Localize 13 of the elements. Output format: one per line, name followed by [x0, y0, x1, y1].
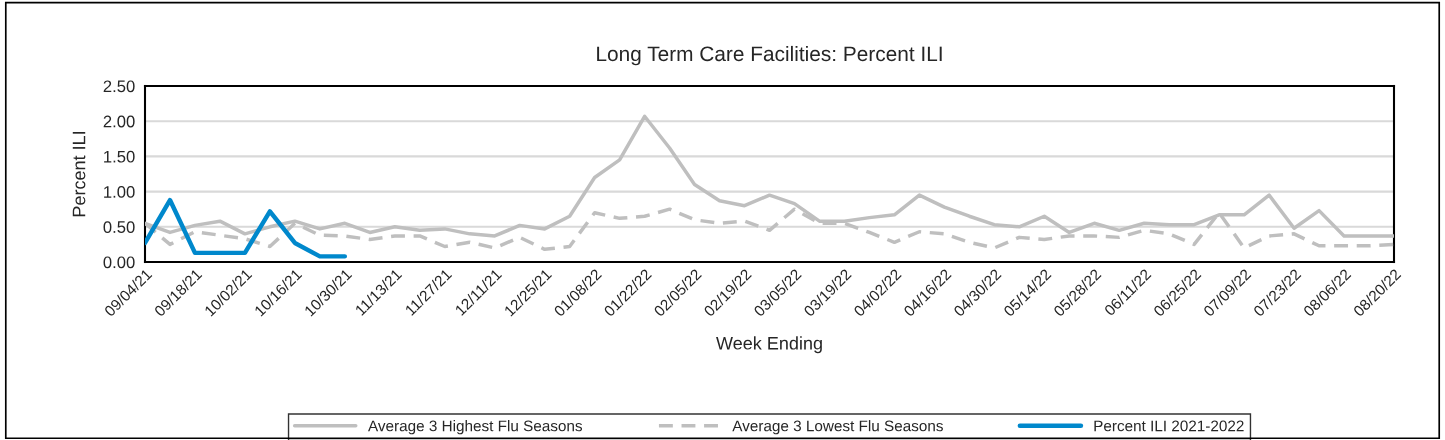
- y-axis-title: Percent ILI: [72, 132, 86, 217]
- legend-label: Average 3 Lowest Flu Seasons: [732, 420, 943, 435]
- legend-label: Percent ILI 2021-2022: [1094, 420, 1244, 432]
- legend-label: Average 3 Highest Flu Seasons: [368, 420, 583, 435]
- y-tick-label: 0.00: [103, 256, 135, 269]
- chart-title: Long Term Care Facilities: Percent ILI: [597, 45, 942, 66]
- x-axis-title: Week Ending: [716, 336, 822, 354]
- y-tick-label: 2.50: [103, 80, 135, 93]
- y-tick-label: 0.50: [103, 221, 135, 233]
- line-series: [145, 197, 348, 259]
- y-tick-label: 1.00: [104, 186, 135, 198]
- y-tick-label: 2.00: [103, 115, 135, 128]
- y-tick-label: 1.50: [104, 150, 135, 163]
